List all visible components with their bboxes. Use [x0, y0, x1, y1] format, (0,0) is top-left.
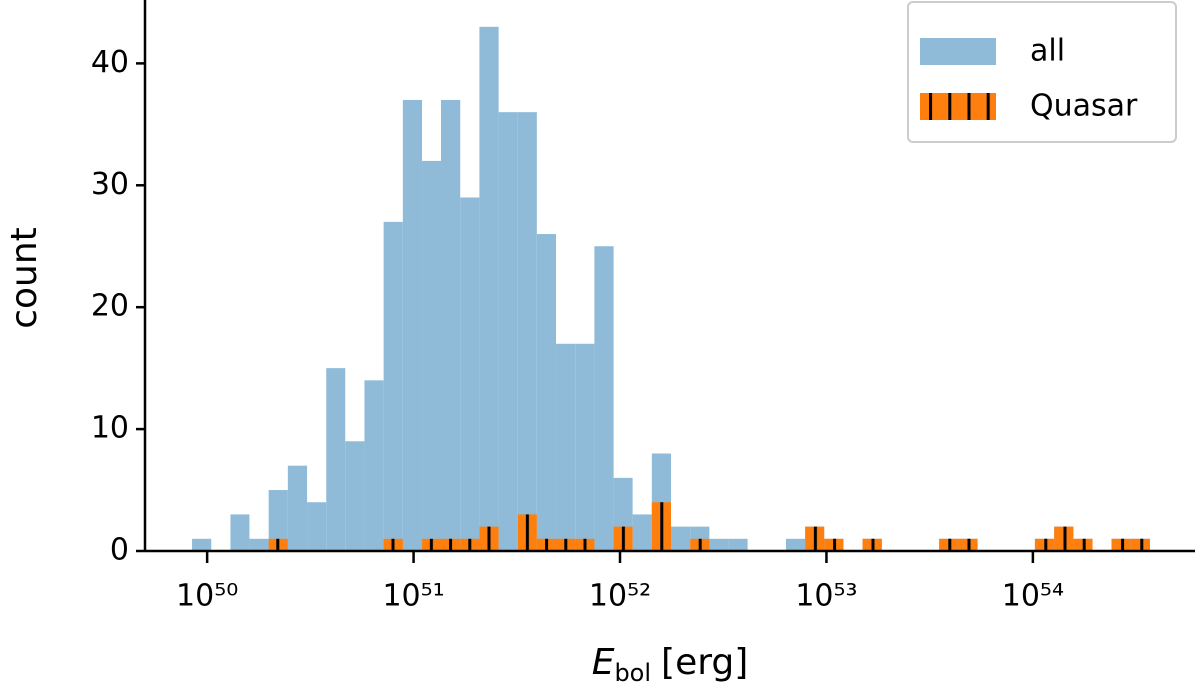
- x-label-unit: [erg]: [661, 642, 748, 683]
- bar: [785, 538, 806, 551]
- bar-hatch: [1034, 538, 1055, 551]
- bar: [307, 502, 327, 551]
- bar: [670, 526, 691, 551]
- bar: [479, 26, 499, 551]
- bar-hatch: [958, 538, 978, 551]
- bar-hatch: [422, 538, 442, 551]
- bar-hatch: [690, 538, 710, 551]
- x-axis-label: Ebol [erg]: [592, 642, 749, 687]
- x-tick-label: 10⁵¹: [382, 579, 444, 614]
- bar-hatch: [441, 538, 461, 551]
- y-tick-label: 40: [91, 45, 129, 80]
- legend-swatch-hatch: [920, 93, 996, 120]
- x-tick-label: 10⁵⁴: [1002, 579, 1064, 614]
- bar-hatch: [383, 538, 403, 551]
- y-tick-label: 10: [91, 411, 129, 446]
- bar-hatch: [613, 526, 633, 551]
- bar: [383, 221, 403, 551]
- bar: [364, 380, 384, 551]
- bar: [326, 368, 346, 551]
- bar: [498, 112, 518, 551]
- bar-hatch: [651, 502, 671, 551]
- y-tick-label: 0: [110, 533, 129, 568]
- bar-hatch: [805, 526, 825, 551]
- bar-hatch: [460, 538, 480, 551]
- bar: [402, 99, 423, 551]
- bar: [460, 197, 480, 551]
- bar: [249, 538, 269, 551]
- x-label-subscript: bol: [614, 659, 651, 687]
- bar-hatch: [1130, 538, 1150, 551]
- bar-hatch: [1073, 538, 1093, 551]
- bar: [709, 538, 729, 551]
- bar: [268, 490, 288, 551]
- x-label-symbol: E: [592, 642, 615, 683]
- bar-hatch: [862, 538, 882, 551]
- y-tick-label: 30: [91, 167, 129, 202]
- bar-hatch: [536, 538, 557, 551]
- bar-hatch: [1054, 526, 1074, 551]
- bar: [192, 538, 212, 551]
- bar: [345, 441, 365, 551]
- legend-swatch: [920, 38, 996, 65]
- x-tick-label: 10⁵⁰: [176, 579, 238, 614]
- bar: [728, 538, 748, 551]
- legend-label: Quasar: [1030, 89, 1138, 124]
- y-axis-label: count: [4, 227, 45, 329]
- bar: [575, 343, 595, 551]
- bar-hatch: [556, 538, 576, 551]
- bar: [422, 160, 442, 551]
- bar-hatch: [517, 514, 537, 551]
- legend-label: all: [1030, 34, 1065, 69]
- x-tick-label: 10⁵³: [795, 579, 857, 614]
- bar: [594, 246, 614, 552]
- bar-hatch: [575, 538, 595, 551]
- bar: [517, 112, 537, 551]
- y-tick-label: 20: [91, 289, 129, 324]
- bar-hatch: [268, 538, 288, 551]
- bar: [230, 514, 250, 551]
- x-tick-label: 10⁵²: [589, 579, 651, 614]
- bar: [441, 99, 461, 551]
- bar: [556, 343, 576, 551]
- bar-hatch: [939, 538, 959, 551]
- bar: [536, 234, 557, 551]
- bar-hatch: [1111, 538, 1131, 551]
- bar-hatch: [479, 526, 499, 551]
- bar: [287, 465, 308, 551]
- bar-hatch: [824, 538, 844, 551]
- bar: [632, 514, 652, 551]
